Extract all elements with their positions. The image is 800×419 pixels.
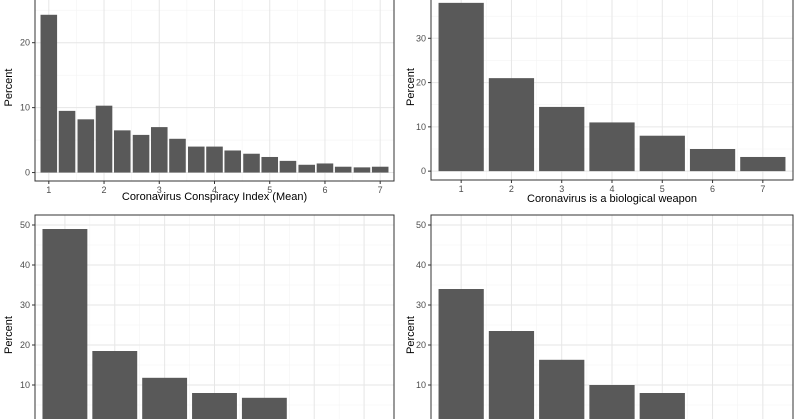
bar	[371, 166, 389, 173]
bar	[589, 385, 635, 419]
y-tick-label: 0	[421, 166, 426, 176]
bar	[589, 122, 635, 172]
y-tick-label: 10	[416, 380, 426, 390]
bar	[42, 229, 88, 419]
y-tick-label: 0	[25, 168, 30, 178]
x-tick-label: 1	[459, 184, 464, 194]
bar	[488, 78, 535, 172]
bar	[192, 393, 237, 419]
panel-border	[34, 214, 395, 419]
bar	[77, 119, 95, 173]
x-tick-label: 2	[509, 184, 514, 194]
bar	[113, 130, 131, 173]
bar	[539, 359, 585, 419]
x-tick-label: 7	[760, 184, 765, 194]
x-tick-label: 3	[559, 184, 564, 194]
bar	[639, 393, 685, 419]
bar	[488, 331, 535, 419]
bar	[298, 164, 316, 173]
y-tick-label: 20	[20, 38, 30, 48]
x-tick-label: 6	[710, 184, 715, 194]
y-tick-label: 30	[416, 33, 426, 43]
bar	[316, 163, 334, 173]
x-axis-title: Coronavirus is a biological weapon	[527, 193, 697, 205]
plot-area	[35, 215, 394, 419]
plot-area	[35, 0, 394, 181]
bar	[279, 160, 297, 173]
x-tick-label: 6	[322, 185, 327, 195]
chart-panel-1: 0 10 20 1 2 3 4 5 6 7 Coronavirus Conspiracy Index…	[3, 0, 395, 203]
bar	[639, 135, 685, 172]
y-tick-label: 50	[416, 220, 426, 230]
bar	[40, 14, 58, 173]
x-tick-label: 4	[212, 185, 217, 195]
plot-area	[431, 215, 793, 419]
y-axis-title: Percent	[3, 69, 15, 107]
chart-panel-3: 10 20 30 40 50 Percent	[3, 214, 395, 419]
y-axis-title: Percent	[3, 316, 15, 354]
y-axis-title: Percent	[405, 316, 417, 354]
bar	[438, 2, 484, 172]
bar	[243, 153, 260, 173]
panel-border	[430, 214, 794, 419]
x-tick-label: 1	[46, 185, 51, 195]
bar	[224, 150, 242, 173]
bar	[142, 377, 188, 419]
bar	[92, 351, 138, 419]
plot-area	[431, 0, 793, 180]
y-axis-title: Percent	[405, 68, 417, 106]
bar	[261, 156, 279, 173]
bar	[58, 110, 76, 173]
y-tick-label: 10	[416, 122, 426, 132]
y-tick-label: 30	[416, 300, 426, 310]
y-tick-label: 20	[20, 340, 30, 350]
chart-panel-2: 0 10 20 30 1 2 3 4 5 6 7 Coronavirus is a biologica…	[405, 0, 794, 205]
bar	[95, 105, 113, 173]
bar	[689, 149, 736, 172]
y-tick-label: 10	[20, 380, 30, 390]
x-tick-label: 5	[660, 184, 665, 194]
bar	[206, 146, 223, 173]
bar	[334, 166, 352, 173]
x-tick-label: 4	[609, 184, 614, 194]
y-tick-label: 40	[416, 260, 426, 270]
bar	[539, 106, 585, 172]
y-tick-label: 40	[20, 260, 30, 270]
bar	[150, 127, 168, 173]
y-tick-label: 50	[20, 220, 30, 230]
bar	[438, 289, 484, 419]
y-tick-label: 30	[20, 300, 30, 310]
bar	[132, 134, 150, 173]
bar	[169, 138, 186, 173]
chart-panel-4: 10 20 30 40 50 Percent	[405, 214, 794, 419]
x-tick-label: 3	[157, 185, 162, 195]
y-tick-label: 20	[416, 78, 426, 88]
x-tick-label: 5	[267, 185, 272, 195]
bar	[740, 156, 786, 172]
y-tick-label: 10	[20, 103, 30, 113]
bar	[241, 397, 287, 419]
x-axis-title: Coronavirus Conspiracy Index (Mean)	[122, 191, 307, 203]
x-tick-label: 2	[102, 185, 107, 195]
y-tick-label: 20	[416, 340, 426, 350]
bar	[187, 146, 205, 173]
x-tick-label: 7	[378, 185, 383, 195]
bar	[353, 167, 371, 173]
